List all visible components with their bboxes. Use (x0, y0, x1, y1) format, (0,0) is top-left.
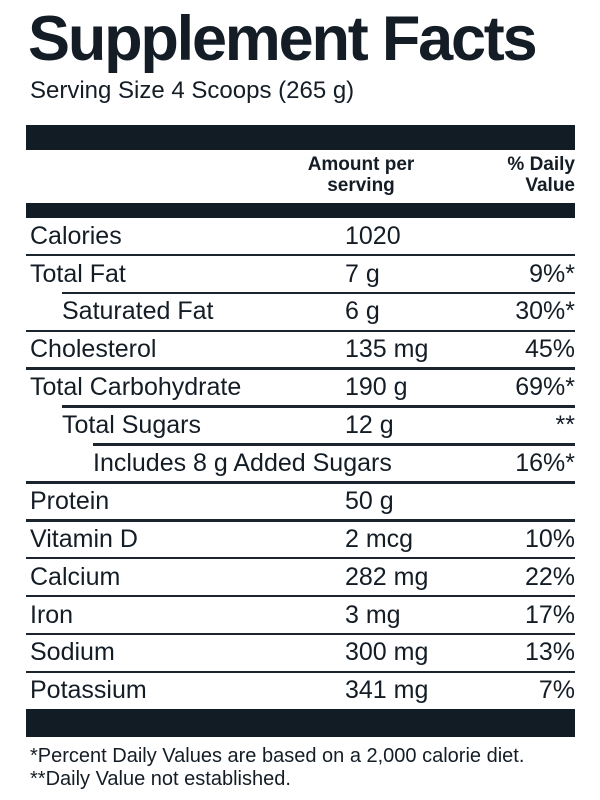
nutrient-daily-value: ** (555, 411, 575, 440)
nutrient-amount: 1020 (345, 221, 401, 250)
row-divider (62, 291, 575, 295)
nutrient-daily-value: 30%* (515, 297, 575, 326)
nutrient-name: Total Sugars (62, 411, 201, 440)
table-header-row: Amount per serving % Daily Value (26, 150, 575, 203)
bottom-divider-bar (26, 708, 575, 737)
nutrient-name: Potassium (30, 676, 147, 705)
nutrient-daily-value: 17% (524, 600, 575, 629)
nutrient-daily-value: 16%* (515, 448, 575, 477)
nutrient-daily-value: 13% (524, 638, 575, 667)
nutrient-daily-value: 22% (524, 562, 575, 591)
table-row: Includes 8 g Added Sugars 16%* (26, 446, 575, 481)
facts-table: Amount per serving % Daily Value Calorie… (26, 125, 575, 737)
nutrient-name: Sodium (30, 638, 115, 667)
table-row: Total Sugars 12 g ** (26, 408, 575, 443)
header-divider-bar (26, 203, 575, 219)
table-row: Vitamin D 2 mcg 10% (26, 522, 575, 557)
footnote-daily-values: *Percent Daily Values are based on a 2,0… (30, 744, 525, 767)
row-divider (26, 367, 575, 370)
nutrient-amount: 3 mg (345, 600, 401, 629)
table-row: Iron 3 mg 17% (26, 597, 575, 632)
table-row: Total Fat 7 g 9%* (26, 256, 575, 291)
dv-header-line1: % Daily (507, 154, 575, 176)
nutrient-amount: 135 mg (345, 335, 429, 364)
table-row: Total Carbohydrate 190 g 69%* (26, 370, 575, 405)
amount-column-header: Amount per serving (276, 155, 446, 196)
nutrient-name: Iron (30, 600, 74, 629)
nutrient-amount: 2 mcg (345, 524, 414, 553)
nutrient-amount: 50 g (345, 486, 394, 515)
dv-header-line2: Value (525, 174, 575, 196)
nutrient-amount: 341 mg (345, 676, 429, 705)
nutrient-name: Total Carbohydrate (30, 373, 242, 402)
nutrient-amount: 7 g (345, 259, 380, 288)
page-title: Supplement Facts (28, 4, 538, 74)
row-divider (26, 519, 575, 522)
row-divider (93, 443, 575, 446)
nutrient-daily-value: 69%* (515, 373, 575, 402)
table-row: Calcium 282 mg 22% (26, 559, 575, 594)
nutrient-amount: 12 g (345, 411, 394, 440)
table-row: Cholesterol 135 mg 45% (26, 332, 575, 367)
nutrient-name: Saturated Fat (62, 297, 214, 326)
nutrient-daily-value: 9%* (529, 259, 575, 288)
row-divider (26, 594, 575, 598)
nutrient-name: Includes 8 g Added Sugars (93, 448, 392, 477)
nutrient-name: Calcium (30, 562, 121, 591)
nutrient-name: Protein (30, 486, 110, 515)
nutrient-name: Total Fat (30, 259, 126, 288)
row-divider (26, 253, 575, 257)
nutrient-name: Vitamin D (30, 524, 138, 553)
nutrient-daily-value: 10% (524, 524, 575, 553)
nutrient-daily-value: 7% (538, 676, 575, 705)
nutrient-amount: 190 g (345, 373, 408, 402)
row-divider (62, 405, 575, 408)
amount-header-line1: Amount per (307, 154, 415, 176)
table-row: Potassium 341 mg 7% (26, 673, 575, 708)
serving-size-text: Serving Size 4 Scoops (265 g) (30, 77, 355, 104)
nutrient-name: Calories (30, 221, 122, 250)
footnote-not-established: **Daily Value not established. (30, 768, 291, 791)
footnotes: *Percent Daily Values are based on a 2,0… (30, 745, 600, 792)
daily-value-column-header: % Daily Value (446, 155, 575, 196)
amount-header-line2: serving (327, 174, 395, 196)
top-divider-bar (26, 125, 575, 151)
row-divider (26, 556, 575, 560)
nutrient-amount: 282 mg (345, 562, 429, 591)
table-row: Saturated Fat 6 g 30%* (26, 294, 575, 329)
row-divider (26, 329, 575, 333)
nutrient-name: Cholesterol (30, 335, 157, 364)
nutrient-daily-value: 45% (524, 335, 575, 364)
nutrient-amount: 6 g (345, 297, 380, 326)
row-divider (26, 481, 575, 484)
row-divider (26, 632, 575, 636)
table-row: Protein 50 g (26, 484, 575, 519)
nutrient-amount: 300 mg (345, 638, 429, 667)
row-divider (26, 670, 575, 674)
table-row: Calories 1020 (26, 218, 575, 253)
nutrient-rows: Calories 1020 Total Fat 7 g 9%* Saturate… (26, 218, 575, 708)
table-row: Sodium 300 mg 13% (26, 635, 575, 670)
